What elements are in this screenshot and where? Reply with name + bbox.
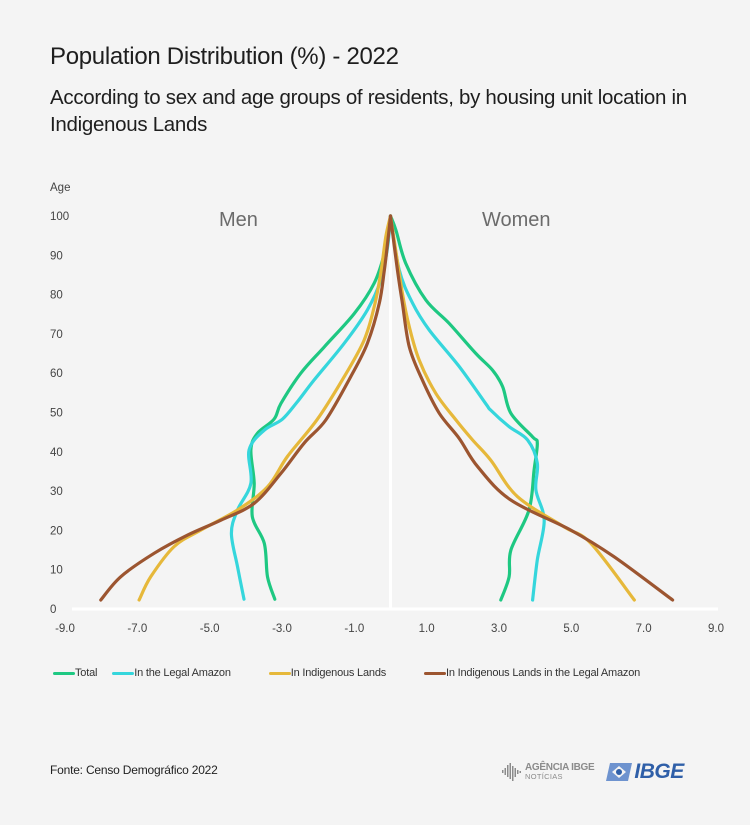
agencia-ibge-logo: AGÊNCIA IBGE NOTÍCIAS xyxy=(502,762,595,781)
legend-item-indigenous-lands-legal-amazon: In Indigenous Lands in the Legal Amazon xyxy=(424,667,640,679)
agencia-logo-bottom: NOTÍCIAS xyxy=(525,772,563,781)
x-tick-label: -7.0 xyxy=(127,623,147,635)
y-axis-title: Age xyxy=(50,182,70,194)
chart-title: Population Distribution (%) - 2022 xyxy=(50,43,399,70)
x-tick-label: -1.0 xyxy=(344,623,364,635)
y-tick-label: 0 xyxy=(50,604,56,616)
agencia-bars-icon xyxy=(502,763,521,781)
x-tick-label: 7.0 xyxy=(636,623,652,635)
series-line-total-men xyxy=(249,214,393,601)
series-line-in-indigenous-lands-men xyxy=(137,214,393,602)
x-tick-label: -9.0 xyxy=(55,623,75,635)
legend-swatch-indigenous-lands xyxy=(268,671,291,675)
ibge-logo: IBGE xyxy=(606,760,684,784)
y-tick-label: 30 xyxy=(50,486,63,498)
logos: AGÊNCIA IBGE NOTÍCIAS IBGE xyxy=(502,760,684,784)
legend-swatch-indigenous-lands-legal-amazon xyxy=(424,671,447,675)
axes: Age xyxy=(50,182,718,611)
ibge-logo-text: IBGE xyxy=(634,760,684,783)
y-tick-label: 60 xyxy=(50,368,63,380)
y-tick-label: 100 xyxy=(50,211,69,223)
legend: Total In the Legal Amazon In Indigenous … xyxy=(53,667,640,679)
legend-label-legal-amazon: In the Legal Amazon xyxy=(134,667,231,679)
legend-item-indigenous-lands: In Indigenous Lands xyxy=(268,667,387,679)
y-tick-labels: 0 10 20 30 40 50 60 70 80 90 100 xyxy=(50,211,69,616)
y-tick-label: 40 xyxy=(50,447,63,459)
x-tick-label: 1.0 xyxy=(419,623,435,635)
series-line-in-indigenous-lands-in-the-legal-amazon-men xyxy=(99,214,393,602)
chart-subtitle: According to sex and age groups of resid… xyxy=(50,86,687,136)
series-lines xyxy=(99,214,675,602)
legend-item-total: Total xyxy=(53,667,97,679)
agencia-logo-top: AGÊNCIA IBGE xyxy=(525,762,595,773)
men-label: Men xyxy=(219,209,258,231)
legend-label-indigenous-lands-legal-amazon: In Indigenous Lands in the Legal Amazon xyxy=(446,667,641,679)
series-line-in-the-legal-amazon-women xyxy=(388,214,546,602)
legend-swatch-legal-amazon xyxy=(112,671,135,675)
y-tick-label: 90 xyxy=(50,250,63,262)
x-tick-label: 9.0 xyxy=(708,623,724,635)
legend-item-legal-amazon: In the Legal Amazon xyxy=(112,667,231,679)
legend-swatch-total xyxy=(53,671,75,675)
series-line-total-women xyxy=(388,214,539,602)
y-tick-label: 10 xyxy=(50,565,63,577)
x-tick-label: 5.0 xyxy=(563,623,579,635)
x-tick-label: 3.0 xyxy=(491,623,507,635)
y-tick-label: 20 xyxy=(50,525,63,537)
women-label: Women xyxy=(482,209,551,231)
x-tick-label: -5.0 xyxy=(200,623,220,635)
legend-label-total: Total xyxy=(75,667,98,679)
legend-label-indigenous-lands: In Indigenous Lands xyxy=(290,667,387,679)
y-tick-label: 50 xyxy=(50,408,63,420)
x-tick-label: -3.0 xyxy=(272,623,292,635)
x-tick-labels: -9.0 -7.0 -5.0 -3.0 -1.0 1.0 3.0 5.0 7.0 9.0 xyxy=(55,623,724,635)
series-line-in-the-legal-amazon-men xyxy=(229,214,393,601)
y-tick-label: 80 xyxy=(50,290,63,302)
ibge-flag-icon xyxy=(606,763,633,781)
source-note: Fonte: Censo Demográfico 2022 xyxy=(50,763,218,777)
y-tick-label: 70 xyxy=(50,329,63,341)
series-line-in-indigenous-lands-in-the-legal-amazon-women xyxy=(388,214,675,602)
